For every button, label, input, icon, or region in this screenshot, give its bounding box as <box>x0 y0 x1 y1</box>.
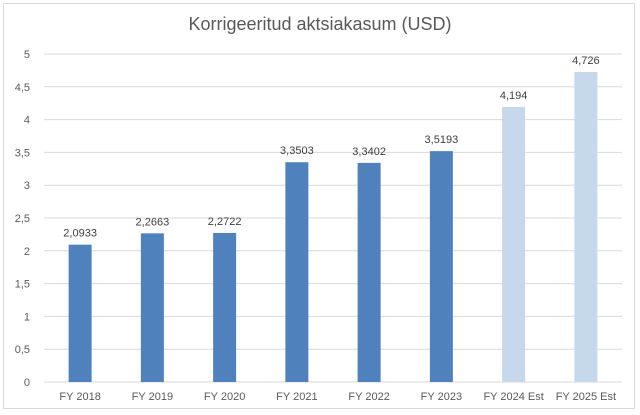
y-tick-label: 2 <box>24 246 30 258</box>
y-tick-label: 0,5 <box>15 344 30 356</box>
bars <box>68 71 598 383</box>
bar <box>574 71 598 383</box>
bar <box>140 233 164 382</box>
data-label: 4,726 <box>572 55 600 67</box>
bar <box>429 151 453 382</box>
y-tick-label: 4 <box>24 115 30 127</box>
x-tick-label: FY 2025 Est <box>556 391 616 403</box>
data-label: 2,0933 <box>63 228 97 240</box>
y-tick-label: 3,5 <box>15 147 30 159</box>
bar <box>357 162 381 382</box>
chart-frame <box>3 3 635 409</box>
x-tick-label: FY 2022 <box>348 391 389 403</box>
bar <box>285 162 309 382</box>
x-tick-label: FY 2021 <box>276 391 317 403</box>
y-tick-label: 4,5 <box>15 82 30 94</box>
y-tick-label: 1 <box>24 311 30 323</box>
y-tick-label: 2,5 <box>15 213 30 225</box>
data-label: 3,3503 <box>280 145 314 157</box>
x-tick-label: FY 2020 <box>204 391 245 403</box>
chart-title: Korrigeeritud aktsiakasum (USD) <box>188 14 452 34</box>
bar <box>213 232 237 382</box>
y-tick-label: 1,5 <box>15 279 30 291</box>
bar <box>502 106 526 382</box>
data-label: 2,2722 <box>208 216 242 228</box>
data-label: 3,3402 <box>352 146 386 158</box>
data-labels: 2,0933 2,2663 2,2722 3,3503 3,3402 3,5193 4,19… <box>63 55 599 240</box>
x-tick-label: FY 2024 Est <box>483 391 543 403</box>
y-tick-label: 0 <box>24 377 30 389</box>
gridlines <box>44 53 622 383</box>
data-label: 2,2663 <box>136 216 170 228</box>
y-tick-label: 3 <box>24 180 30 192</box>
x-axis-tick-labels: FY 2018 FY 2019 FY 2020 FY 2021 FY 2022 FY 20… <box>59 391 616 403</box>
x-tick-label: FY 2018 <box>59 391 100 403</box>
y-tick-label: 5 <box>24 49 30 61</box>
bar <box>68 244 92 382</box>
data-label: 3,5193 <box>425 134 459 146</box>
y-axis-tick-labels: 0 0,5 1 1,5 2 2,5 3 3,5 4 4,5 5 <box>15 49 30 389</box>
x-tick-label: FY 2023 <box>421 391 462 403</box>
data-label: 4,194 <box>500 90 528 102</box>
x-tick-label: FY 2019 <box>132 391 173 403</box>
